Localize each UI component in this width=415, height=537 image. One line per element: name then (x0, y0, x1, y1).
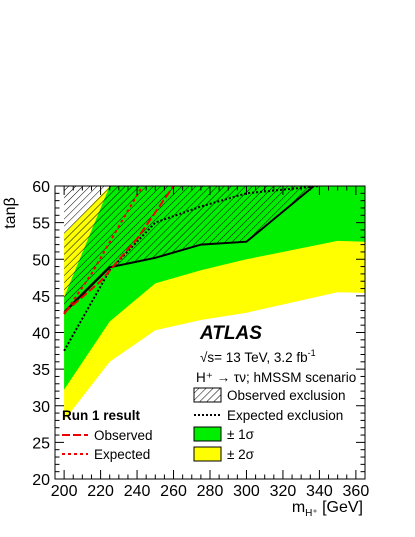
y-tick-labels: 20 25 30 35 40 45 50 55 60 (32, 179, 50, 489)
x-tick-label: 240 (124, 483, 151, 500)
limit-curves (63, 186, 320, 352)
legend-two-sigma-label: ± 2σ (227, 447, 255, 462)
run1-observed-label: Observed (94, 428, 153, 443)
x-tick-label: 300 (233, 483, 260, 500)
x-axis-title-main: m (292, 499, 305, 516)
legend-expected-exclusion-label: Expected exclusion (227, 408, 343, 423)
x-tick-label: 280 (197, 483, 224, 500)
legend: Observed exclusion Expected exclusion ± … (62, 387, 346, 462)
x-axis-title-unit: [GeV] (318, 499, 363, 516)
observed-exclusion-hatch-region (64, 186, 314, 313)
run1-observed-line (63, 186, 175, 314)
legend-observed-exclusion-label: Observed exclusion (227, 388, 346, 403)
legend-one-sigma-swatch (193, 426, 222, 442)
legend-two-sigma-swatch (193, 446, 222, 462)
run1-expected-label: Expected (94, 447, 150, 462)
run1-legend-title: Run 1 result (62, 408, 141, 423)
legend-one-sigma-label: ± 1σ (227, 427, 255, 442)
x-axis-title: mH⁺ [GeV] (292, 499, 363, 519)
observed-exclusion-line (63, 186, 315, 314)
y-tick-label: 30 (32, 399, 50, 416)
process-label: H⁺ → τν; hMSSM scenario (196, 370, 356, 385)
run1-expected-line (63, 186, 144, 315)
y-tick-label: 45 (32, 289, 50, 306)
energy-label: √s= 13 TeV, 3.2 fb-1 (200, 348, 316, 365)
x-tick-label: 220 (87, 483, 114, 500)
axis-ticks (54, 185, 366, 480)
expected-exclusion-line (63, 186, 320, 352)
x-tick-label: 360 (343, 483, 370, 500)
x-tick-labels: 200 220 240 260 280 300 320 340 360 (51, 483, 370, 500)
legend-observed-exclusion-swatch (193, 387, 222, 403)
x-tick-label: 320 (270, 483, 297, 500)
y-tick-label: 40 (32, 326, 50, 343)
energy-label-main: √s= 13 TeV, 3.2 fb (200, 350, 308, 365)
y-tick-label: 50 (32, 252, 50, 269)
observed-exclusion-region (64, 186, 314, 313)
y-tick-label: 25 (32, 435, 50, 452)
x-tick-label: 340 (306, 483, 333, 500)
y-axis-title: tanβ (2, 197, 19, 228)
x-tick-label: 260 (160, 483, 187, 500)
y-tick-label: 20 (32, 472, 50, 489)
y-tick-label: 55 (32, 216, 50, 233)
x-axis-title-subscript: H⁺ (305, 508, 318, 519)
x-tick-label: 200 (51, 483, 78, 500)
energy-label-sup: -1 (308, 348, 316, 358)
atlas-label: ATLAS (199, 323, 262, 344)
y-tick-label: 35 (32, 362, 50, 379)
y-tick-label: 60 (32, 179, 50, 196)
